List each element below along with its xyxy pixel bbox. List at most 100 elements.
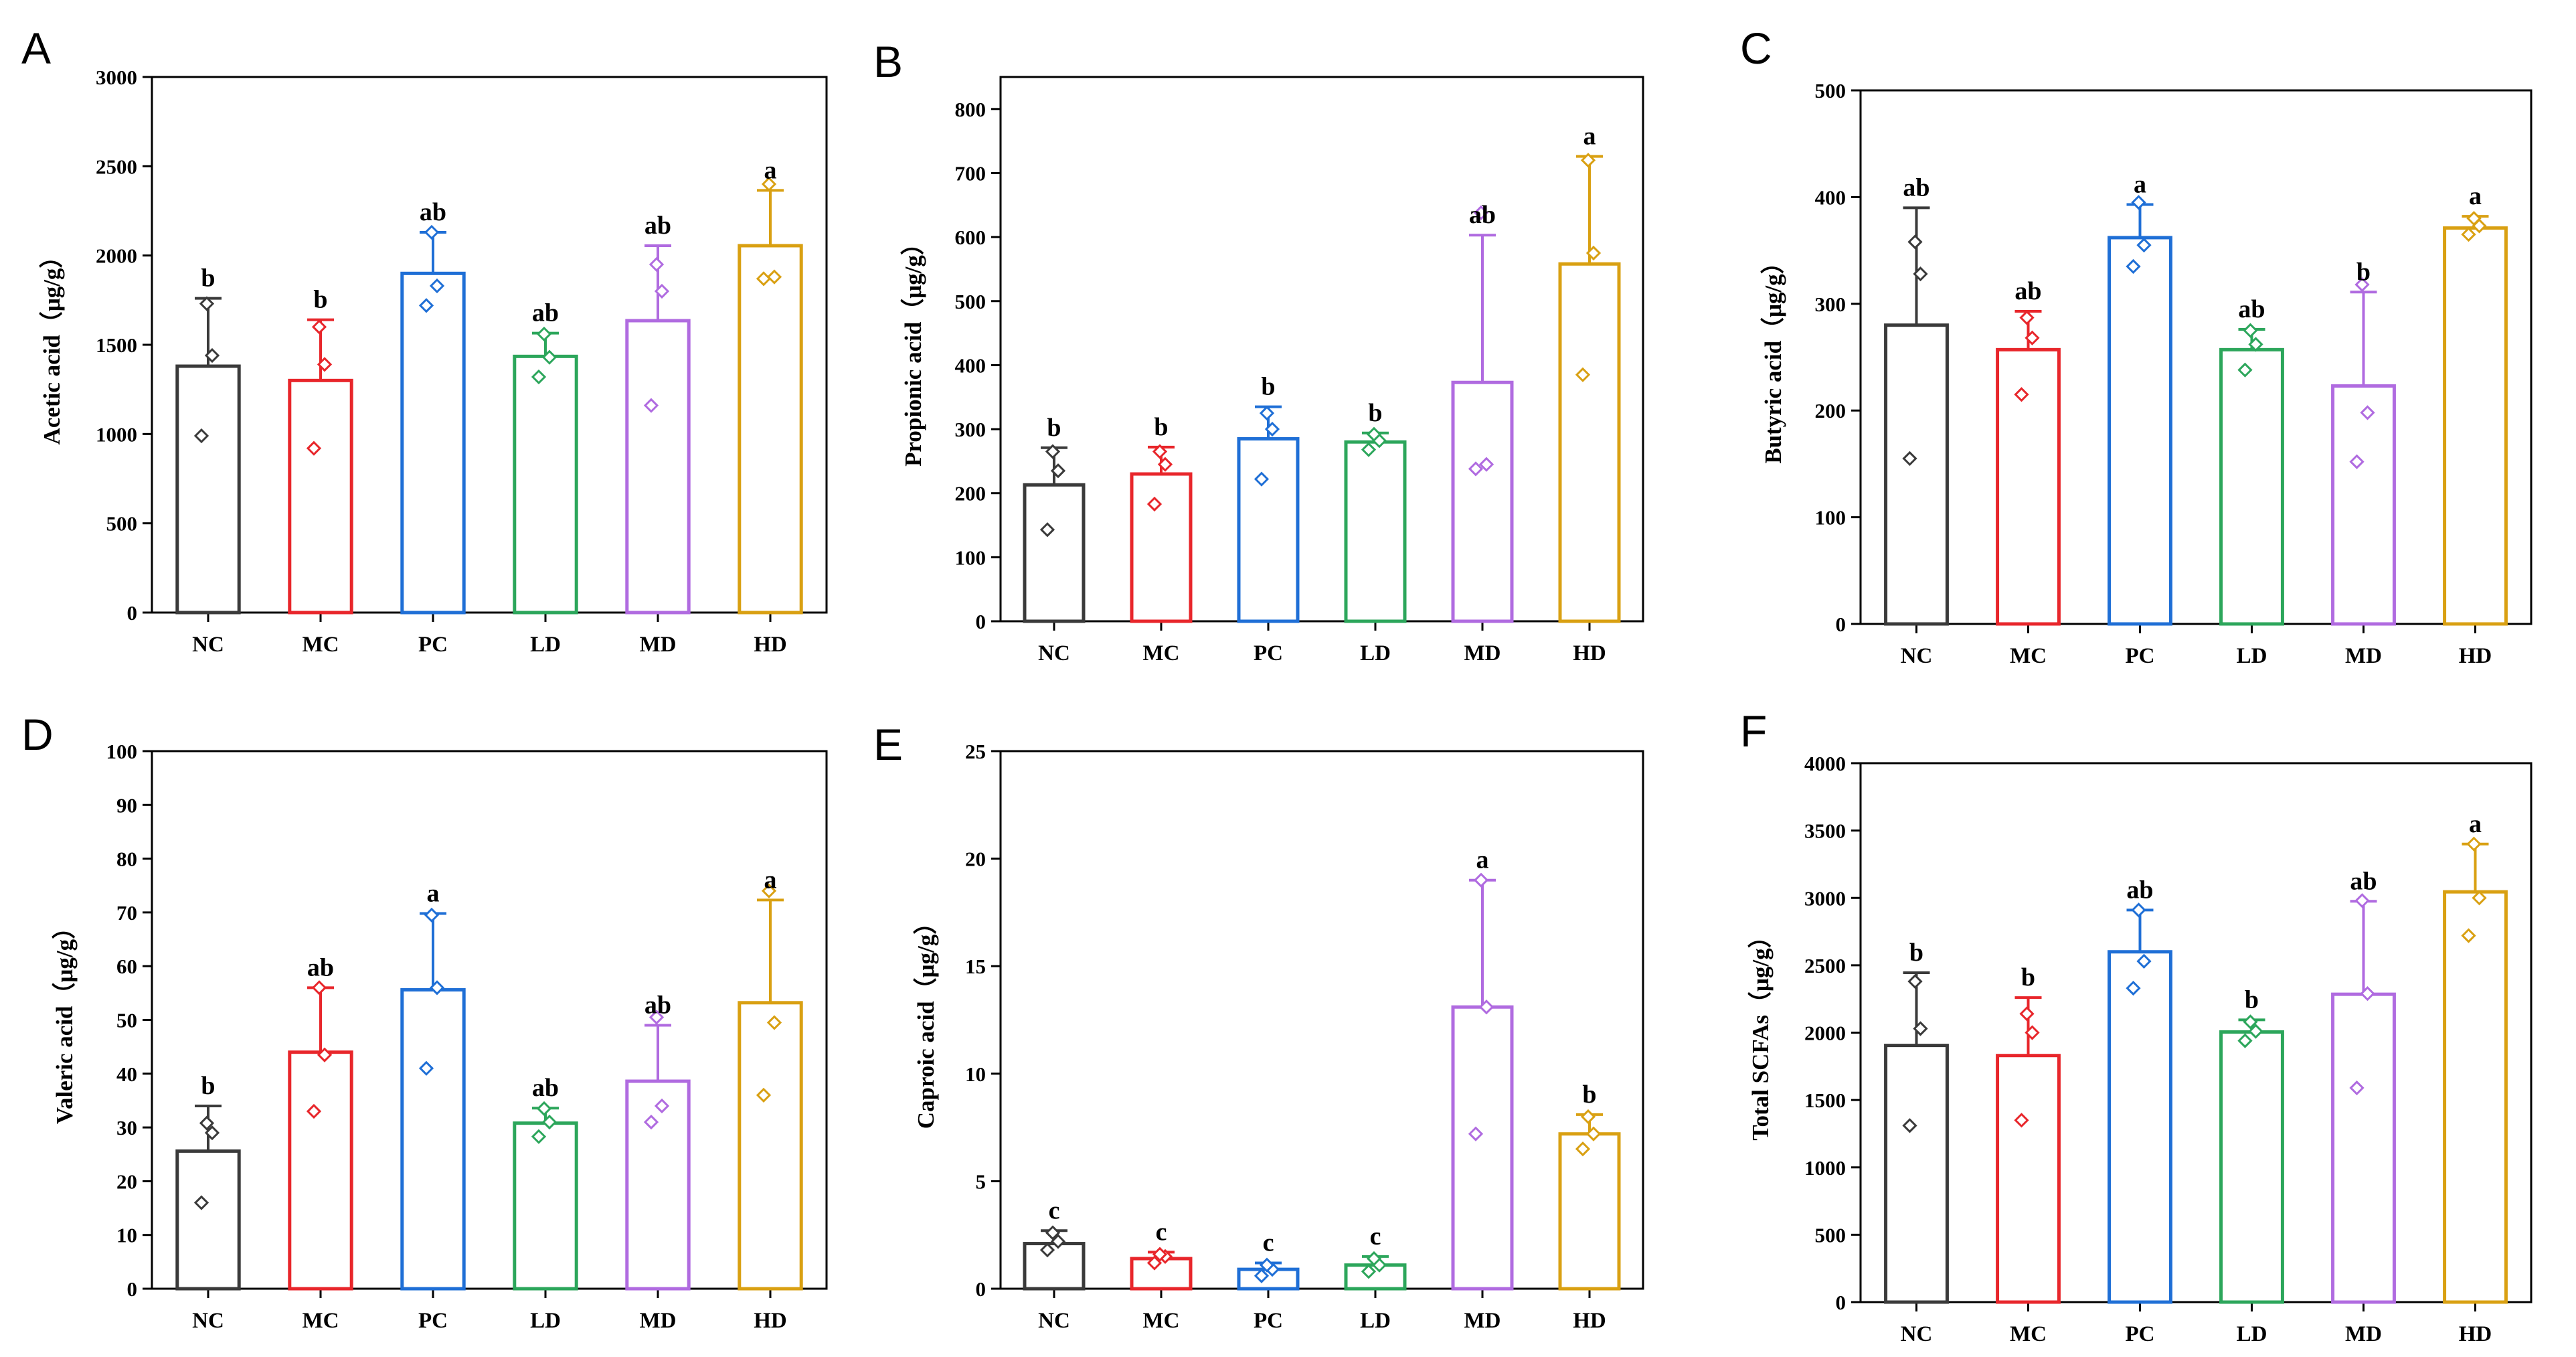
significance-label: ab (2350, 867, 2377, 895)
data-point (1585, 245, 1602, 261)
data-point (429, 980, 445, 995)
y-tick-label: 600 (955, 226, 986, 249)
significance-label: ab (1469, 201, 1496, 229)
significance-label: b (201, 1072, 215, 1100)
bar-md (1451, 380, 1514, 623)
data-point (1050, 463, 1066, 479)
data-point (541, 1114, 557, 1130)
x-tick-label: PC (418, 633, 448, 657)
significance-label: ab (645, 991, 671, 1020)
data-point (1585, 1126, 1602, 1141)
significance-label: ab (2238, 295, 2265, 323)
bar-mc (1996, 347, 2061, 626)
x-tick-label: HD (1573, 1309, 1606, 1333)
data-point (1478, 457, 1494, 472)
data-point (654, 283, 670, 299)
x-tick-label: HD (754, 633, 787, 657)
x-tick-label: HD (754, 1309, 787, 1333)
significance-label: c (1263, 1228, 1274, 1257)
y-tick-label: 50 (116, 1009, 137, 1032)
x-tick-label: MC (303, 1309, 339, 1333)
plot-frame (151, 750, 828, 1290)
y-axis-label: Caproic acid（μg/g） (913, 911, 939, 1129)
y-tick-label: 300 (1815, 293, 1847, 316)
data-point (2025, 1025, 2040, 1040)
panel-letter: F (1740, 706, 1767, 756)
x-tick-label: MD (640, 633, 677, 657)
bar-hd (1558, 262, 1621, 623)
panel-a: A 0 500 1000 1500 2000 2500 3000 Acetic acid（μg/… (21, 23, 828, 657)
data-point (2131, 195, 2146, 210)
panel-d: D 0 10 20 30 40 50 60 70 80 90 100 Valeric acid（μg/g… (21, 710, 828, 1333)
bar-hd (738, 244, 803, 615)
x-tick-label: NC (1901, 644, 1933, 668)
data-point (2019, 1006, 2035, 1022)
significance-label: b (1261, 373, 1275, 401)
y-tick-label: 0 (127, 1277, 138, 1301)
x-tick-label: MD (1464, 1309, 1501, 1333)
bar-nc (175, 364, 241, 615)
data-point (2243, 323, 2258, 338)
y-tick-label: 500 (106, 512, 138, 536)
y-tick-label: 0 (127, 601, 138, 625)
x-tick-label: LD (2237, 1322, 2267, 1346)
y-tick-label: 0 (976, 610, 986, 633)
data-point (1907, 234, 1923, 250)
bar-mc (288, 1050, 353, 1291)
data-point (2360, 405, 2375, 420)
data-point (199, 1115, 215, 1131)
data-point (1039, 1243, 1055, 1258)
data-point (756, 1087, 772, 1103)
x-tick-label: NC (192, 1309, 224, 1333)
data-point (2248, 337, 2263, 352)
significance-label: ab (420, 198, 446, 226)
x-tick-label: NC (192, 633, 224, 657)
data-point (1045, 1225, 1061, 1241)
data-point (1473, 872, 1489, 888)
bar-hd (738, 1001, 803, 1291)
x-tick-label: PC (1254, 1309, 1283, 1333)
bar-md (1451, 1005, 1514, 1291)
y-tick-label: 1000 (1804, 1156, 1846, 1180)
bar-mc (288, 378, 353, 615)
y-tick-label: 2500 (1804, 954, 1846, 977)
data-point (643, 398, 659, 413)
y-tick-label: 2000 (96, 244, 137, 268)
y-tick-label: 1500 (96, 333, 137, 357)
data-point (2354, 893, 2370, 908)
y-tick-label: 0 (1836, 613, 1847, 636)
significance-label: ab (1903, 173, 1929, 202)
data-point (311, 980, 327, 995)
y-tick-label: 0 (1836, 1291, 1847, 1314)
x-tick-label: PC (1254, 641, 1283, 665)
significance-label: a (427, 880, 440, 908)
x-tick-label: HD (1573, 641, 1606, 665)
data-point (1050, 1234, 1066, 1249)
bar-md (625, 1079, 691, 1291)
x-tick-label: MC (1143, 641, 1180, 665)
data-point (1580, 153, 1596, 168)
data-point (756, 271, 772, 287)
bar-nc (1023, 483, 1086, 623)
data-point (1366, 1251, 1382, 1267)
data-point (1913, 1021, 1928, 1036)
significance-label: ab (532, 299, 559, 327)
significance-label: a (1583, 123, 1596, 151)
data-point (536, 326, 552, 342)
bar-ld (513, 1121, 578, 1291)
x-tick-label: MD (2345, 1322, 2382, 1346)
data-point (1366, 426, 1382, 442)
data-point (317, 1047, 333, 1062)
y-tick-label: 2500 (96, 155, 137, 178)
significance-label: ab (2126, 876, 2153, 904)
x-tick-label: LD (2237, 644, 2267, 668)
data-point (2461, 928, 2476, 943)
plot-frame (1859, 89, 2532, 625)
data-point (536, 1101, 552, 1117)
y-tick-label: 100 (106, 740, 138, 763)
data-point (649, 1010, 665, 1025)
x-tick-label: MD (1464, 641, 1501, 665)
data-point (1902, 1118, 1917, 1133)
y-tick-label: 4000 (1804, 752, 1846, 775)
